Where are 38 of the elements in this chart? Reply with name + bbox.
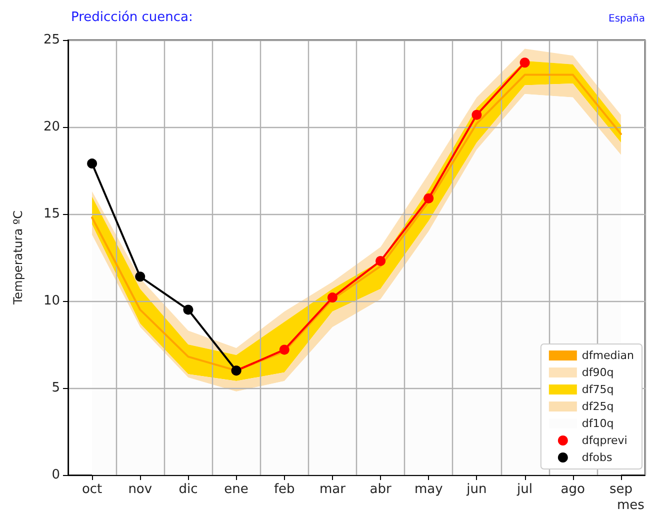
y-tick-label: 10 — [43, 294, 60, 308]
x-tick-label: abr — [370, 482, 392, 497]
legend-label: df25q — [582, 400, 614, 413]
x-tick-label: jun — [466, 482, 487, 497]
legend-label: dfqprevi — [582, 434, 628, 447]
y-tick-label: 25 — [43, 32, 60, 48]
y-tick-label: 15 — [43, 206, 60, 222]
point — [472, 110, 482, 120]
x-tick-label: dic — [178, 482, 198, 497]
y-tick-label: 0 — [52, 468, 60, 482]
series-label: df10q — [582, 417, 614, 430]
x-tick-label: ene — [224, 482, 248, 497]
legend-label: dfmedian — [582, 349, 634, 362]
x-tick-label: nov — [128, 482, 152, 497]
point — [424, 193, 434, 204]
point — [520, 58, 530, 68]
chart-title: Predicción cuenca: — [71, 10, 193, 25]
point — [376, 256, 386, 266]
point — [279, 344, 290, 355]
point — [87, 158, 98, 169]
x-tick-label: mar — [319, 482, 346, 497]
chart-subtitle: España — [608, 14, 646, 24]
legend-label: dfobs — [582, 451, 612, 464]
point — [327, 292, 338, 303]
x-tick-label: ago — [560, 482, 586, 497]
x-tick-label: jul — [516, 482, 533, 497]
x-axis-title: mes — [617, 498, 645, 513]
x-tick-label: may — [414, 482, 444, 497]
y-tick-label: 20 — [43, 120, 60, 134]
legend-label: df75q — [582, 383, 614, 396]
x-tick-label: sep — [609, 482, 632, 497]
point — [135, 272, 146, 282]
y-axis-title: Temperatura ºC — [11, 210, 25, 306]
y-tick-label: 5 — [52, 380, 60, 396]
x-tick-label: feb — [274, 482, 295, 497]
x-tick-label: oct — [82, 482, 102, 497]
point — [183, 304, 194, 315]
legend-label: df90q — [582, 366, 614, 379]
